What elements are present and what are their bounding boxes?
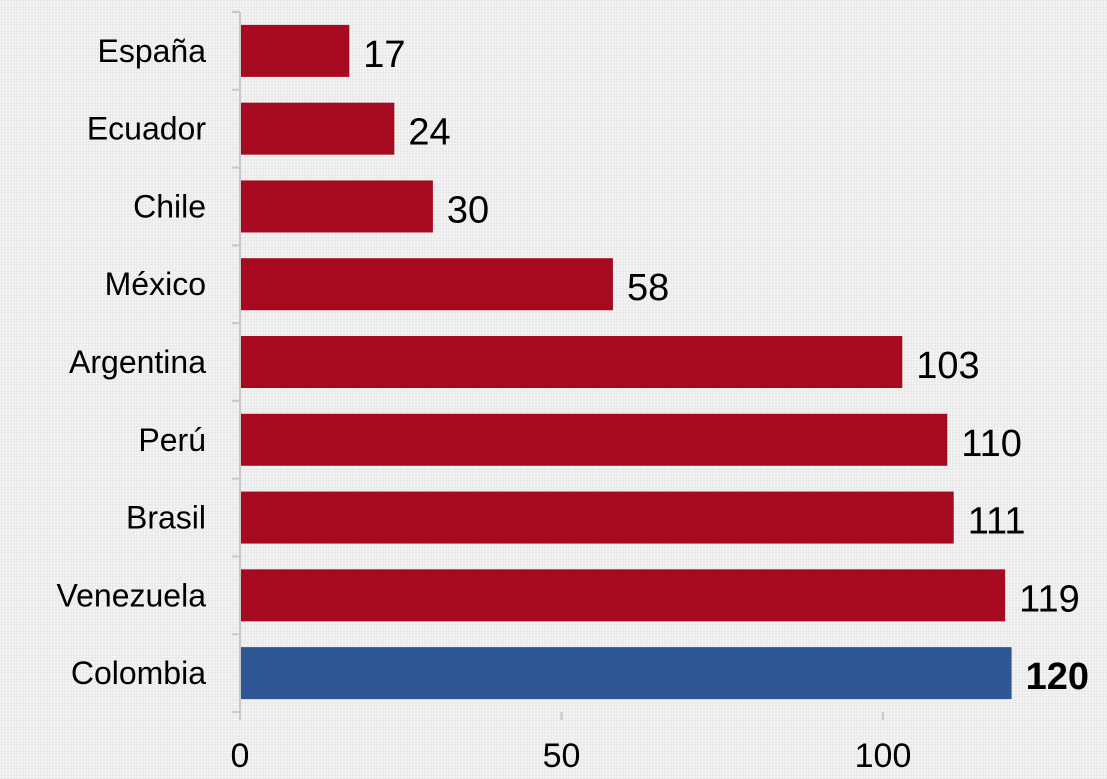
x-tick-label: 100: [855, 737, 912, 774]
value-label: 119: [1019, 578, 1080, 620]
value-label: 58: [627, 267, 669, 309]
value-label: 103: [916, 345, 979, 387]
x-axis-ticks: [239, 712, 884, 720]
category-label: Colombia: [71, 655, 206, 691]
category-label: España: [97, 33, 206, 69]
category-label: Ecuador: [87, 111, 207, 147]
value-label: 17: [363, 34, 405, 76]
x-tick-label: 50: [543, 737, 581, 774]
category-labels: España Ecuador Chile México Argentina Perú Bra…: [57, 33, 207, 691]
x-tick-label: 0: [231, 737, 250, 774]
value-label: 30: [447, 189, 489, 231]
value-label: 110: [961, 423, 1022, 465]
bar-3: [241, 258, 613, 311]
category-label: Argentina: [69, 344, 206, 380]
bar-2: [241, 180, 433, 233]
category-label: Perú: [138, 422, 206, 458]
value-label: 24: [408, 112, 450, 154]
category-label: Brasil: [126, 500, 206, 536]
value-label: 120: [1026, 656, 1089, 698]
category-label: Venezuela: [57, 577, 207, 613]
bar-8: [241, 647, 1012, 700]
bar-1: [241, 102, 395, 155]
category-label: Chile: [133, 188, 206, 224]
x-tick-labels: 0 50 100: [231, 737, 912, 775]
bar-7: [241, 569, 1006, 622]
bar-4: [241, 336, 903, 388]
category-label: México: [105, 266, 206, 302]
y-axis-ticks: [232, 11, 240, 713]
bar-5: [241, 413, 948, 466]
bars-group: [241, 24, 1012, 700]
bar-6: [241, 491, 954, 544]
bar-0: [241, 24, 350, 77]
value-label: 111: [968, 501, 1026, 543]
